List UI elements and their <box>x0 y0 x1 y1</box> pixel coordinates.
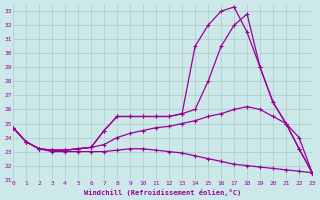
X-axis label: Windchill (Refroidissement éolien,°C): Windchill (Refroidissement éolien,°C) <box>84 189 241 196</box>
